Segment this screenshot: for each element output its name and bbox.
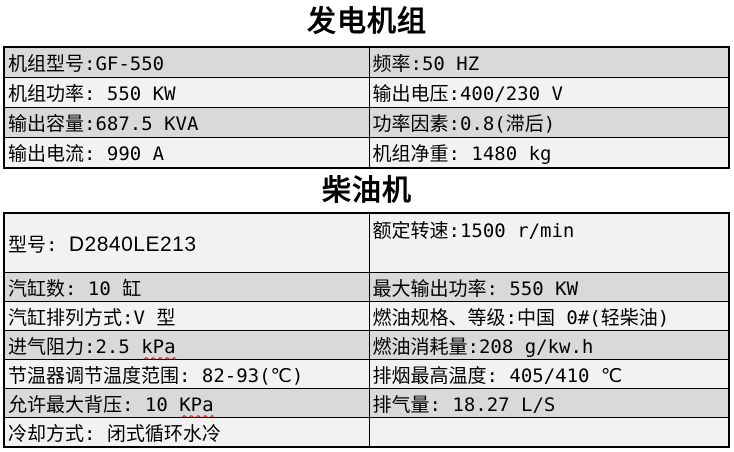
spellchecked-unit: kPa xyxy=(141,335,176,358)
spec-cell-exhaust-volume: 排气量: 18.27 L/S xyxy=(368,388,730,418)
spec-cell-unit-model: 机组型号:GF-550 xyxy=(3,46,370,78)
table-row: 机组型号:GF-550 频率:50 HZ xyxy=(3,46,730,78)
spec-cell-output-current: 输出电流: 990 A xyxy=(3,137,370,169)
spellchecked-unit: KPa xyxy=(179,393,214,416)
table-row: 进气阻力:2.5 kPa 燃油消耗量:208 g/kw.h xyxy=(3,330,730,360)
spec-cell-max-output-power: 最大输出功率: 550 KW xyxy=(368,272,730,302)
spec-cell-cylinder-arrangement: 汽缸排列方式:V 型 xyxy=(3,301,370,331)
diesel-spec-table: 型号: D2840LE213 额定转速:1500 r/min 汽缸数: 10 缸… xyxy=(3,212,730,448)
table-row: 型号: D2840LE213 额定转速:1500 r/min xyxy=(3,212,730,273)
spec-cell-unit-weight: 机组净重: 1480 kg xyxy=(368,137,730,169)
table-row: 汽缸排列方式:V 型 燃油规格、等级:中国 0#(轻柴油) xyxy=(3,301,730,331)
generator-section-title: 发电机组 xyxy=(306,4,427,38)
spec-cell-max-back-pressure: 允许最大背压: 10 KPa xyxy=(3,388,370,418)
spec-cell-output-capacity: 输出容量:687.5 KVA xyxy=(3,107,370,138)
diesel-section-title: 柴油机 xyxy=(321,173,412,207)
intake-resistance-text: 进气阻力:2.5 xyxy=(8,335,142,358)
spec-cell-power-factor: 功率因素:0.8(滞后) xyxy=(368,107,730,138)
spec-cell-fuel-grade: 燃油规格、等级:中国 0#(轻柴油) xyxy=(368,301,730,331)
spec-cell-rated-speed: 额定转速:1500 r/min xyxy=(368,212,730,273)
spec-cell-thermostat-range: 节温器调节温度范围: 82-93(℃) xyxy=(3,359,370,389)
spec-cell-cylinder-count: 汽缸数: 10 缸 xyxy=(3,272,370,302)
table-row: 允许最大背压: 10 KPa 排气量: 18.27 L/S xyxy=(3,388,730,418)
spec-cell-engine-model: 型号: D2840LE213 xyxy=(3,212,370,273)
spec-cell-frequency: 频率:50 HZ xyxy=(368,46,730,78)
back-pressure-text: 允许最大背压: 10 xyxy=(8,393,180,416)
table-row: 节温器调节温度范围: 82-93(℃) 排烟最高温度: 405/410 ℃ xyxy=(3,359,730,389)
spec-cell-empty xyxy=(368,417,730,448)
table-row: 输出电流: 990 A 机组净重: 1480 kg xyxy=(3,137,730,169)
spec-cell-cooling-method: 冷却方式: 闭式循环水冷 xyxy=(3,417,370,448)
spec-cell-output-voltage: 输出电压:400/230 V xyxy=(368,77,730,108)
table-row: 冷却方式: 闭式循环水冷 xyxy=(3,417,730,448)
engine-model-label: 型号: xyxy=(8,233,69,256)
engine-model-number: D2840LE213 xyxy=(68,232,197,256)
table-row: 机组功率: 550 KW 输出电压:400/230 V xyxy=(3,77,730,108)
spec-cell-max-exhaust-temp: 排烟最高温度: 405/410 ℃ xyxy=(368,359,730,389)
spec-cell-unit-power: 机组功率: 550 KW xyxy=(3,77,370,108)
spec-cell-intake-resistance: 进气阻力:2.5 kPa xyxy=(3,330,370,360)
table-row: 输出容量:687.5 KVA 功率因素:0.8(滞后) xyxy=(3,107,730,138)
table-row: 汽缸数: 10 缸 最大输出功率: 550 KW xyxy=(3,272,730,302)
generator-spec-table: 机组型号:GF-550 频率:50 HZ 机组功率: 550 KW 输出电压:4… xyxy=(3,46,730,169)
spec-cell-fuel-consumption: 燃油消耗量:208 g/kw.h xyxy=(368,330,730,360)
